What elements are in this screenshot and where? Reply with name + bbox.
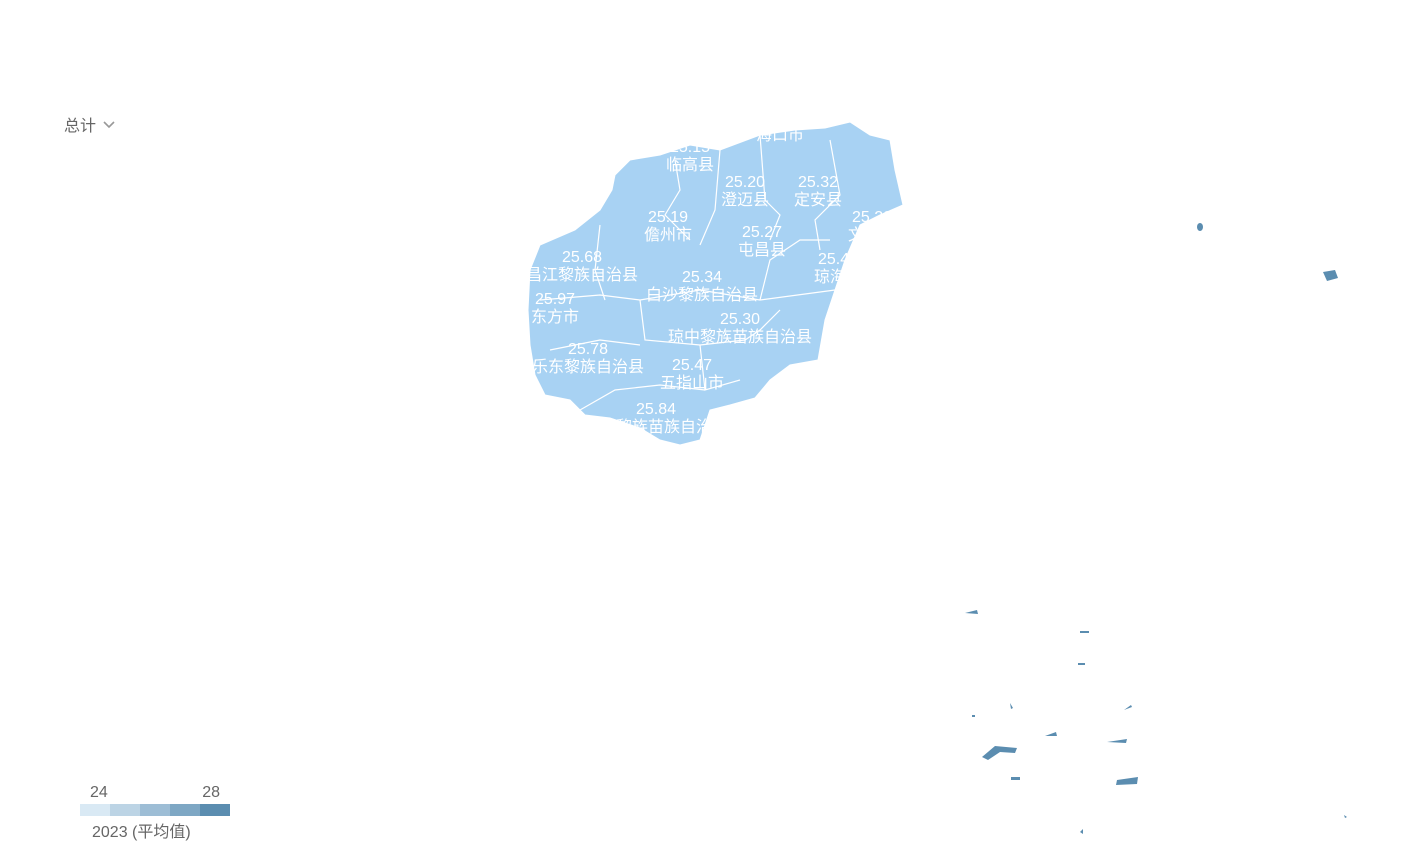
region-name: 乐东黎族自治县 bbox=[532, 358, 644, 376]
region-value: 25.68 bbox=[562, 249, 602, 266]
south-sea-islands bbox=[965, 223, 1347, 834]
region-value: 25.27 bbox=[742, 224, 782, 241]
region-name: 澄迈县 bbox=[721, 191, 769, 209]
region-value: 25.30 bbox=[720, 311, 760, 328]
region-name: 昌江黎族自治县 bbox=[526, 266, 638, 284]
legend-swatch bbox=[170, 804, 200, 816]
region-name: 文昌市 bbox=[848, 226, 896, 244]
region-name: 三亚市 bbox=[666, 462, 714, 480]
region-value: 25.67 bbox=[670, 445, 710, 462]
measure-selector[interactable]: 总计 bbox=[64, 112, 116, 136]
region-value: 25.15 bbox=[670, 139, 710, 156]
region-name: 五指山市 bbox=[660, 374, 724, 392]
legend-swatch bbox=[110, 804, 140, 816]
legend-title: 2023 (平均值) bbox=[92, 824, 191, 841]
region-name: 琼中黎族苗族自治县 bbox=[668, 328, 812, 346]
region-name: 儋州市 bbox=[644, 226, 692, 244]
measure-selector-label: 总计 bbox=[64, 118, 97, 135]
legend-min: 24 bbox=[90, 784, 108, 801]
legend-swatch bbox=[200, 804, 230, 816]
region-value: 25.39 bbox=[826, 346, 866, 363]
region-value: 25.78 bbox=[568, 341, 608, 358]
region-name: 定安县 bbox=[794, 191, 842, 209]
region-name: 万宁市 bbox=[822, 363, 870, 381]
region-value: 25.34 bbox=[682, 269, 722, 286]
region-value: 25.20 bbox=[725, 174, 765, 191]
chevron-down-icon bbox=[103, 121, 115, 129]
legend-max: 28 bbox=[202, 784, 220, 801]
region-name: 白沙黎族自治县 bbox=[646, 286, 758, 304]
region-borders bbox=[539, 134, 841, 411]
region-value: 25.20 bbox=[852, 209, 892, 226]
region-name: 东方市 bbox=[531, 308, 579, 326]
region-value: 25.46 bbox=[818, 251, 858, 268]
region-name: 陵水黎族自治县 bbox=[750, 404, 862, 422]
region-name: 海口市 bbox=[756, 126, 804, 144]
region-value: 25.47 bbox=[672, 357, 712, 374]
region-value: 25.19 bbox=[648, 209, 688, 226]
color-legend: 24 28 2023 (平均值) bbox=[80, 784, 230, 842]
region-name: 临高县 bbox=[666, 156, 714, 174]
region-value: 25.97 bbox=[535, 291, 575, 308]
region-name: 琼海市 bbox=[814, 268, 862, 286]
region-name: 保亭黎族苗族自治县 bbox=[584, 418, 728, 436]
legend-swatch bbox=[140, 804, 170, 816]
hainan-island[interactable] bbox=[527, 121, 904, 446]
legend-swatch bbox=[80, 804, 110, 816]
region-value: 25.84 bbox=[636, 401, 676, 418]
legend-color-scale bbox=[80, 804, 230, 816]
region-value: 25.32 bbox=[798, 174, 838, 191]
region-name: 屯昌县 bbox=[738, 241, 786, 259]
region-labels: 海口市25.15临高县25.20澄迈县25.32定安县25.20文昌市25.19… bbox=[526, 126, 896, 480]
